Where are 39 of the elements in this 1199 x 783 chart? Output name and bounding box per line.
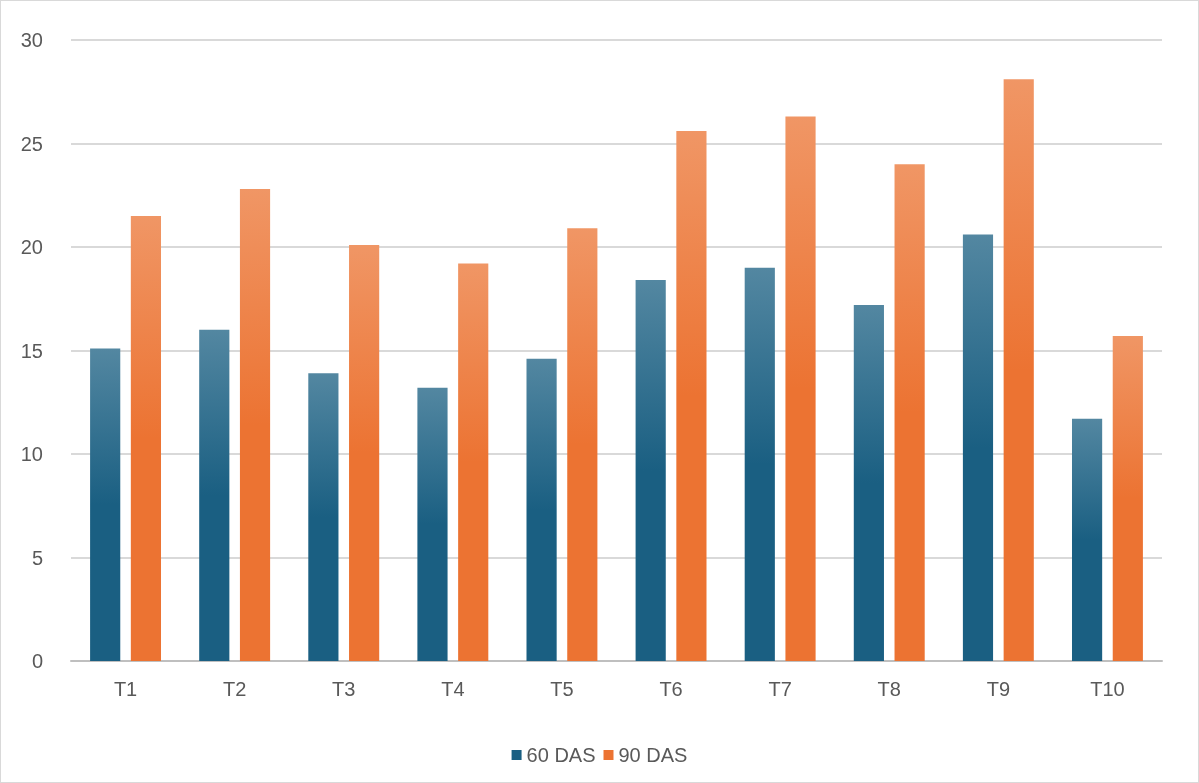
y-tick-label: 30	[20, 29, 43, 51]
y-tick-label: 25	[20, 132, 43, 155]
bar	[239, 189, 271, 661]
bar	[349, 244, 380, 661]
bar	[526, 358, 557, 661]
y-tick-label: 5	[31, 546, 43, 569]
bar	[1003, 79, 1034, 661]
y-tick-label: 20	[20, 236, 43, 258]
x-tick-label: T2	[222, 678, 247, 700]
bar	[962, 234, 994, 661]
bar	[635, 280, 666, 661]
legend-label: 90 DAS	[618, 744, 688, 766]
x-tick-label: T5	[550, 678, 574, 700]
x-tick-label: T8	[877, 678, 901, 700]
x-tick-label: T4	[441, 678, 465, 700]
bar	[458, 263, 489, 661]
legend-label: 60 DAS	[526, 744, 596, 766]
bar	[90, 348, 121, 661]
bar	[1112, 336, 1143, 661]
x-tick-label: T10	[1090, 678, 1125, 700]
y-tick-label: 15	[20, 339, 43, 362]
bar	[1071, 418, 1103, 661]
y-tick-label: 0	[31, 650, 43, 672]
bar	[744, 267, 775, 661]
y-tick-label: 10	[20, 443, 43, 465]
bar	[417, 387, 448, 661]
x-tick-label: T3	[332, 678, 356, 700]
x-tick-label: T9	[986, 678, 1011, 700]
x-tick-label: T7	[768, 678, 792, 700]
bar	[853, 304, 884, 661]
bar	[199, 329, 230, 661]
bar	[308, 373, 339, 661]
bar	[894, 164, 925, 661]
x-tick-label: T6	[659, 678, 683, 700]
bar	[567, 228, 598, 661]
x-tick-label: T1	[113, 678, 138, 700]
bar	[130, 215, 162, 661]
bar	[676, 131, 707, 661]
bar	[785, 116, 816, 661]
